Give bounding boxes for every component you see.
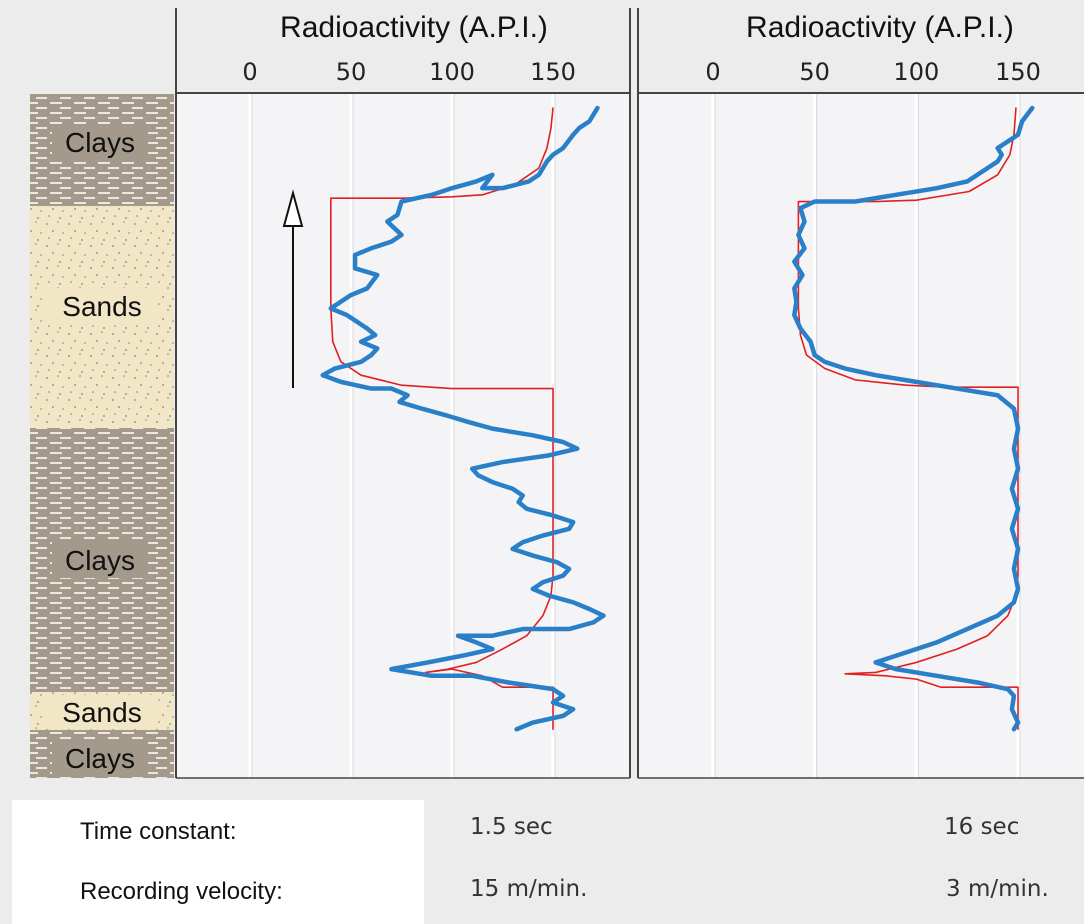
lithology-column: Clays Sands Clays Sands Clays [30, 94, 174, 778]
lithology-label: Sands [62, 291, 141, 322]
series-group [320, 105, 606, 732]
log-panel-slow: Radioactivity (A.P.I.) 0 50 100 150 [637, 8, 1084, 779]
x-tick-label: 150 [995, 58, 1041, 86]
time-constant-label: Time constant: [80, 818, 237, 845]
lithology-label: Sands [62, 697, 141, 728]
x-tick-label: 50 [799, 58, 830, 86]
time-constant-value-slow: 16 sec [944, 814, 1020, 840]
lithology-label: Clays [65, 743, 135, 774]
lithology-label: Clays [65, 127, 135, 158]
x-tick-labels: 0 50 100 150 [705, 58, 1041, 86]
measured-log-line [792, 105, 1035, 732]
series-group [792, 105, 1035, 732]
measured-log-line [320, 105, 606, 732]
ideal-response-line [329, 107, 554, 731]
recording-velocity-label: Recording velocity: [80, 878, 283, 905]
x-tick-label: 50 [336, 58, 367, 86]
log-panel-fast: Radioactivity (A.P.I.) 0 50 100 150 [175, 8, 631, 779]
x-tick-label: 100 [429, 58, 475, 86]
chart-title: Radioactivity (A.P.I.) [280, 11, 548, 44]
chart-title: Radioactivity (A.P.I.) [746, 11, 1014, 44]
x-tick-label: 0 [705, 58, 720, 86]
x-tick-labels: 0 50 100 150 [242, 58, 576, 86]
x-tick-label: 100 [893, 58, 939, 86]
plot-area [176, 94, 630, 778]
footer-label-box [12, 800, 424, 924]
recording-velocity-value-fast: 15 m/min. [470, 876, 588, 902]
time-constant-value-fast: 1.5 sec [470, 814, 553, 840]
lithology-label: Clays [65, 545, 135, 576]
x-tick-label: 150 [530, 58, 576, 86]
recording-velocity-value-slow: 3 m/min. [946, 876, 1049, 902]
x-tick-label: 0 [242, 58, 257, 86]
logging-direction-arrow [282, 189, 304, 388]
